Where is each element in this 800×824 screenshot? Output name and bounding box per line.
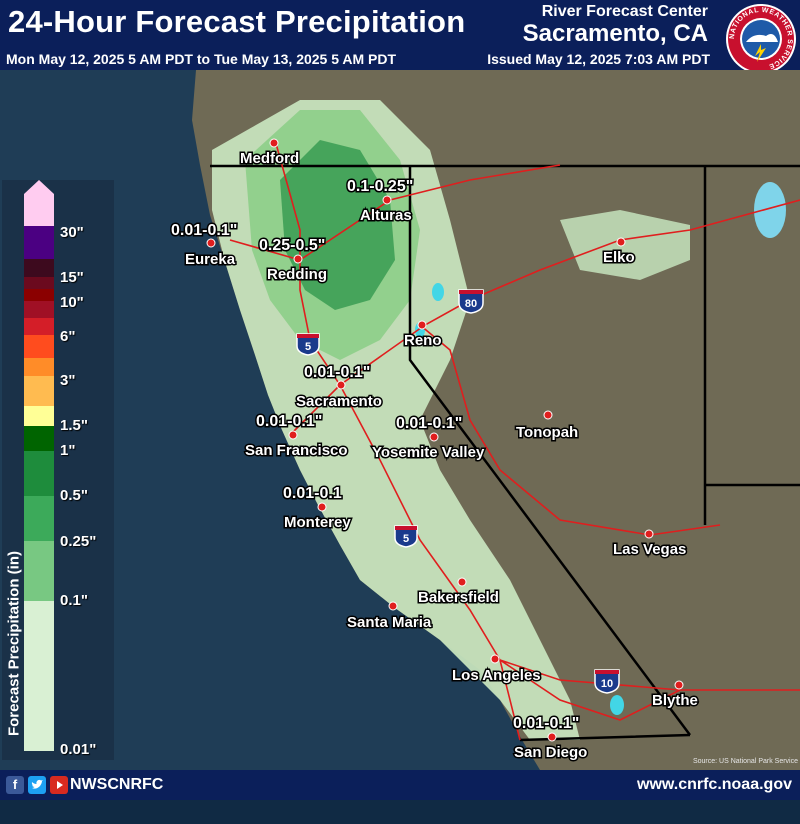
precip-label-san-diego: 0.01-0.1" bbox=[513, 715, 579, 732]
precip-label-alturas: 0.1-0.25" bbox=[347, 178, 413, 195]
legend-tick-0-5: 0.5" bbox=[60, 487, 88, 504]
city-label-reno: Reno bbox=[404, 332, 442, 349]
city-label-bakersfield: Bakersfield bbox=[418, 589, 499, 606]
city-label-alturas: Alturas bbox=[360, 207, 412, 224]
legend-colorbar bbox=[24, 180, 54, 751]
svg-text:5: 5 bbox=[305, 341, 311, 353]
legend-bin bbox=[24, 496, 54, 541]
city-label-sacramento: Sacramento bbox=[296, 393, 382, 410]
city-markers bbox=[206, 138, 684, 742]
legend-bin bbox=[24, 289, 54, 301]
legend-tick-0-1: 0.1" bbox=[60, 592, 88, 609]
city-label-yosemite-valley: Yosemite Valley bbox=[372, 444, 485, 461]
youtube-icon[interactable] bbox=[50, 776, 68, 794]
great-salt-lake bbox=[754, 182, 786, 238]
precip-label-san-francisco: 0.01-0.1" bbox=[256, 413, 322, 430]
precip-label-sacramento: 0.01-0.1" bbox=[304, 364, 370, 381]
city-label-blythe: Blythe bbox=[652, 692, 698, 709]
forecast-period: Mon May 12, 2025 5 AM PDT to Tue May 13,… bbox=[6, 51, 397, 67]
precip-light-nevada bbox=[560, 210, 690, 280]
interstate-shield-5-north: 5 bbox=[296, 333, 320, 356]
precipitation-map: 5 80 5 10 Medford Eureka Redding bbox=[0, 70, 800, 770]
legend-bin bbox=[24, 301, 54, 318]
precip-label-eureka: 0.01-0.1" bbox=[171, 222, 237, 239]
legend-tick-0-25: 0.25" bbox=[60, 533, 97, 550]
legend-arrow-icon bbox=[24, 180, 54, 194]
city-label-san-diego: San Diego bbox=[514, 744, 587, 761]
svg-text:10: 10 bbox=[601, 678, 613, 690]
rfc-label: River Forecast Center bbox=[541, 3, 708, 20]
city-label-redding: Redding bbox=[267, 266, 327, 283]
legend-bin bbox=[24, 318, 54, 335]
legend-tick-1: 1" bbox=[60, 442, 76, 459]
interstate-shield-10: 10 bbox=[594, 669, 620, 694]
interstate-shield-5-south: 5 bbox=[394, 525, 418, 548]
legend-tick-1-5: 1.5" bbox=[60, 417, 88, 434]
legend-bin bbox=[24, 194, 54, 226]
source-note: Source: US National Park Service bbox=[692, 758, 798, 765]
salton-sea bbox=[610, 695, 624, 715]
pyramid-lake bbox=[432, 283, 444, 301]
legend-tick-3: 3" bbox=[60, 372, 76, 389]
legend-bin bbox=[24, 406, 54, 426]
state-borders bbox=[210, 164, 800, 742]
legend-bin bbox=[24, 426, 54, 451]
precip-heavy bbox=[280, 140, 395, 310]
legend-bin bbox=[24, 358, 54, 376]
legend-bin bbox=[24, 541, 54, 601]
nws-logo: NATIONAL WEATHER SERVICE bbox=[726, 4, 796, 74]
legend-bin bbox=[24, 226, 54, 259]
svg-text:80: 80 bbox=[465, 298, 477, 310]
website-link[interactable]: www.cnrfc.noaa.gov bbox=[637, 776, 792, 793]
legend-bin bbox=[24, 335, 54, 358]
issued-time: Issued May 12, 2025 7:03 AM PDT bbox=[487, 51, 710, 67]
city-label-tonopah: Tonopah bbox=[516, 424, 578, 441]
legend-tick-15: 15" bbox=[60, 269, 84, 286]
legend-bin bbox=[24, 601, 54, 751]
legend-tick-10: 10" bbox=[60, 294, 84, 311]
legend-tick-0-01: 0.01" bbox=[60, 741, 97, 758]
precip-label-monterey: 0.01-0.1 bbox=[283, 485, 342, 502]
city-label-elko: Elko bbox=[603, 249, 635, 266]
city-label-medford: Medford bbox=[240, 150, 299, 167]
legend-bin bbox=[24, 451, 54, 496]
city-label-eureka: Eureka bbox=[185, 251, 236, 268]
interstate-shield-80: 80 bbox=[458, 289, 484, 314]
city-label-monterey: Monterey bbox=[284, 514, 351, 531]
city-label-san-francisco: San Francisco bbox=[245, 442, 348, 459]
precip-label-yosemite: 0.01-0.1" bbox=[396, 415, 462, 432]
map-title: 24-Hour Forecast Precipitation bbox=[8, 4, 466, 39]
subtitle-bar bbox=[0, 48, 720, 70]
social-handle[interactable]: NWSCNRFC bbox=[70, 776, 164, 793]
twitter-icon[interactable] bbox=[28, 776, 46, 794]
city-label-los-angeles: Los Angeles bbox=[452, 667, 541, 684]
city-label-santa-maria: Santa Maria bbox=[347, 614, 432, 631]
legend-bin bbox=[24, 376, 54, 406]
legend-bin bbox=[24, 277, 54, 289]
legend-tick-30: 30" bbox=[60, 224, 84, 241]
footer-bar bbox=[0, 770, 800, 800]
facebook-icon[interactable]: f bbox=[6, 776, 24, 794]
city-label-las-vegas: Las Vegas bbox=[613, 541, 686, 558]
legend-bin bbox=[24, 259, 54, 277]
svg-text:5: 5 bbox=[403, 533, 409, 545]
legend-tick-6: 6" bbox=[60, 328, 76, 345]
precipitation-legend: Forecast Precipitation (in) 30" 15" 10" … bbox=[2, 180, 114, 760]
precip-label-redding: 0.25-0.5" bbox=[259, 237, 325, 254]
rfc-city: Sacramento, CA bbox=[522, 20, 708, 47]
